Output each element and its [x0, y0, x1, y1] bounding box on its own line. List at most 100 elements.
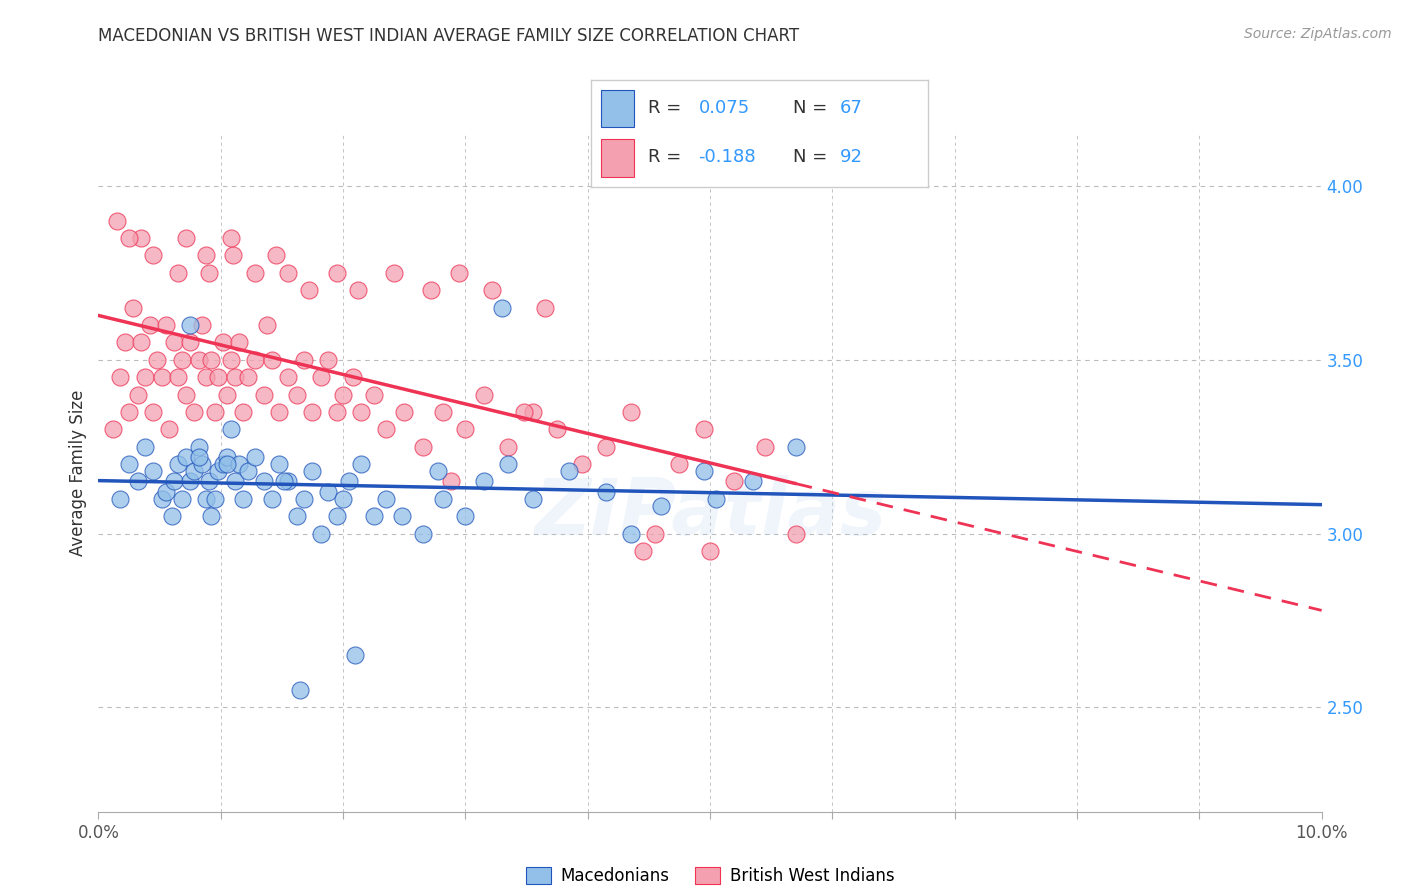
Point: [215, 387, 238, 401]
Legend: Macedonians, British West Indians: Macedonians, British West Indians: [519, 860, 901, 891]
Point: [449, 266, 471, 280]
Point: [346, 283, 368, 297]
Point: [129, 231, 152, 245]
Point: [163, 335, 186, 350]
Text: R =: R =: [648, 99, 688, 117]
Point: [301, 405, 323, 419]
Point: [243, 266, 266, 280]
Point: [252, 387, 274, 401]
Point: [363, 387, 385, 401]
Point: [204, 405, 226, 419]
Point: [215, 450, 238, 464]
Point: [179, 475, 201, 489]
Point: [332, 387, 354, 401]
Point: [163, 475, 186, 489]
Point: [155, 318, 177, 332]
Point: [243, 352, 266, 367]
Point: [187, 440, 209, 454]
Point: [105, 213, 128, 227]
Point: [191, 318, 214, 332]
Point: [309, 526, 332, 541]
Point: [228, 335, 250, 350]
Point: [121, 301, 143, 315]
Point: [292, 491, 315, 506]
FancyBboxPatch shape: [600, 90, 634, 128]
Point: [454, 509, 477, 524]
Point: [269, 457, 291, 471]
Point: [232, 491, 254, 506]
Point: [326, 266, 349, 280]
Point: [350, 405, 373, 419]
Point: [167, 266, 190, 280]
Point: [391, 509, 413, 524]
Point: [118, 231, 141, 245]
Point: [785, 440, 807, 454]
Point: [454, 422, 477, 436]
Point: [432, 491, 454, 506]
Point: [212, 457, 235, 471]
Point: [420, 283, 443, 297]
Point: [337, 475, 360, 489]
Text: MACEDONIAN VS BRITISH WEST INDIAN AVERAGE FAMILY SIZE CORRELATION CHART: MACEDONIAN VS BRITISH WEST INDIAN AVERAG…: [98, 27, 800, 45]
Point: [170, 491, 193, 506]
Point: [693, 422, 716, 436]
Point: [160, 509, 183, 524]
Point: [699, 544, 721, 558]
Point: [207, 464, 229, 478]
Point: [183, 464, 205, 478]
Point: [491, 301, 513, 315]
Point: [195, 248, 218, 262]
Point: [342, 370, 364, 384]
Point: [215, 457, 238, 471]
Point: [207, 370, 229, 384]
Text: N =: N =: [793, 148, 832, 166]
Point: [522, 405, 544, 419]
Point: [668, 457, 690, 471]
Point: [142, 405, 165, 419]
Point: [167, 370, 190, 384]
Point: [292, 352, 315, 367]
Point: [197, 475, 219, 489]
Point: [157, 422, 180, 436]
Point: [277, 370, 299, 384]
Point: [179, 335, 201, 350]
Point: [412, 440, 434, 454]
Point: [262, 491, 284, 506]
Point: [212, 335, 235, 350]
Point: [496, 457, 519, 471]
Point: [170, 352, 193, 367]
Point: [785, 526, 807, 541]
Y-axis label: Average Family Size: Average Family Size: [69, 390, 87, 556]
Point: [204, 491, 226, 506]
Point: [432, 405, 454, 419]
Point: [631, 544, 654, 558]
Point: [290, 683, 312, 698]
Point: [110, 370, 132, 384]
Point: [269, 405, 291, 419]
Point: [167, 457, 190, 471]
Point: [139, 318, 162, 332]
Point: [558, 464, 581, 478]
Text: 67: 67: [841, 99, 863, 117]
Point: [412, 526, 434, 541]
Point: [534, 301, 557, 315]
Point: [155, 484, 177, 499]
Point: [427, 464, 450, 478]
Point: [318, 352, 340, 367]
Point: [619, 405, 641, 419]
Point: [513, 405, 536, 419]
Point: [129, 335, 152, 350]
Point: [741, 475, 763, 489]
Point: [191, 457, 214, 471]
Point: [224, 475, 246, 489]
Point: [298, 283, 321, 297]
Point: [754, 440, 776, 454]
Point: [224, 370, 246, 384]
Point: [595, 484, 617, 499]
Point: [142, 248, 165, 262]
Text: R =: R =: [648, 148, 688, 166]
Point: [134, 370, 156, 384]
Point: [481, 283, 503, 297]
Point: [644, 526, 666, 541]
Point: [277, 475, 299, 489]
